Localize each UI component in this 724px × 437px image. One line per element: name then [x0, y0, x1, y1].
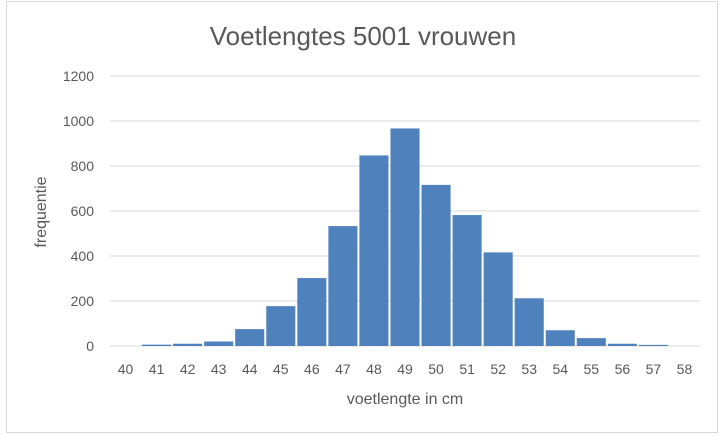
- x-tick-label: 46: [304, 361, 320, 377]
- y-axis-label: frequentie: [33, 176, 50, 247]
- x-tick-label: 40: [118, 361, 134, 377]
- bar-49[interactable]: [390, 128, 420, 346]
- bar-48[interactable]: [359, 155, 389, 346]
- x-tick-label: 44: [242, 361, 258, 377]
- bar-42[interactable]: [173, 343, 203, 346]
- x-tick-label: 54: [552, 361, 568, 377]
- x-tick-label: 45: [273, 361, 289, 377]
- bar-53[interactable]: [514, 298, 544, 346]
- bar-47[interactable]: [328, 226, 358, 346]
- bar-50[interactable]: [421, 184, 451, 346]
- x-tick-label: 58: [677, 361, 693, 377]
- x-tick-label: 41: [149, 361, 165, 377]
- x-tick-label: 43: [211, 361, 227, 377]
- y-tick-label: 200: [71, 293, 95, 309]
- y-tick-label: 1000: [63, 113, 94, 129]
- x-tick-label: 50: [428, 361, 444, 377]
- x-tick-label: 49: [397, 361, 413, 377]
- y-tick-labels: 0 200 400 600 800 1000 1200: [63, 68, 94, 354]
- chart-title: Voetlengtes 5001 vrouwen: [210, 21, 516, 51]
- bar-44[interactable]: [235, 329, 265, 346]
- y-tick-label: 0: [86, 338, 94, 354]
- bar-52[interactable]: [483, 252, 513, 346]
- bars: [142, 128, 668, 346]
- x-tick-label: 51: [459, 361, 475, 377]
- bar-57[interactable]: [638, 344, 668, 346]
- bar-54[interactable]: [545, 330, 575, 346]
- y-tick-label: 400: [71, 248, 95, 264]
- bar-55[interactable]: [576, 338, 606, 346]
- x-tick-label: 42: [180, 361, 196, 377]
- bar-41[interactable]: [142, 344, 172, 346]
- bar-56[interactable]: [607, 343, 637, 346]
- x-tick-label: 48: [366, 361, 382, 377]
- x-tick-labels: 40 41 42 43 44 45 46 47 48 49 50 51 52 53 54 55 56 57 58: [118, 361, 693, 377]
- bar-43[interactable]: [204, 341, 234, 347]
- bar-51[interactable]: [452, 215, 482, 346]
- x-tick-label: 55: [584, 361, 600, 377]
- y-tick-label: 800: [71, 158, 95, 174]
- x-tick-label: 53: [521, 361, 537, 377]
- x-tick-label: 57: [646, 361, 662, 377]
- y-tick-label: 1200: [63, 68, 94, 84]
- x-tick-label: 47: [335, 361, 351, 377]
- x-axis-label: voetlengte in cm: [347, 391, 464, 408]
- x-tick-label: 52: [490, 361, 506, 377]
- y-tick-label: 600: [71, 203, 95, 219]
- x-tick-label: 56: [615, 361, 631, 377]
- bar-45[interactable]: [266, 306, 296, 346]
- bar-46[interactable]: [297, 278, 327, 346]
